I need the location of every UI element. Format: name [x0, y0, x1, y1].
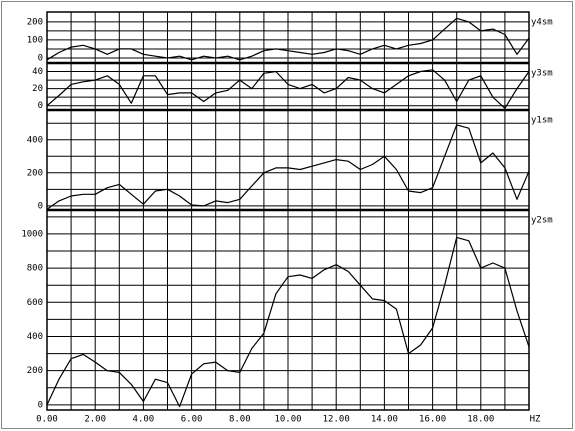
- y-tick-label: 400: [27, 135, 43, 145]
- series-line: [46, 69, 530, 109]
- y-tick-label: 800: [27, 264, 43, 274]
- y-tick-label: 0: [38, 201, 43, 211]
- y-tick-label: 100: [27, 35, 43, 45]
- plot-border: [46, 11, 530, 411]
- y-tick-label: 200: [27, 17, 43, 27]
- x-tick-label: 18.00: [467, 415, 494, 425]
- series-line: [46, 124, 530, 210]
- y-tick-label: 600: [27, 298, 43, 308]
- x-tick-label: 4.00: [133, 415, 155, 425]
- x-axis-label: HZ: [530, 415, 541, 425]
- x-tick-label: 12.00: [323, 415, 350, 425]
- x-tick-label: 10.00: [274, 415, 301, 425]
- y-tick-label: 1000: [21, 229, 43, 239]
- x-tick-label: 8.00: [229, 415, 251, 425]
- y-tick-label: 40: [32, 67, 43, 77]
- series-label: y1sm: [531, 116, 553, 126]
- y-tick-label: 200: [27, 168, 43, 178]
- y-tick-label: 0: [38, 101, 43, 111]
- y-tick-label: 0: [38, 400, 43, 410]
- y-tick-label: 0: [38, 53, 43, 63]
- y-tick-label: 20: [32, 84, 43, 94]
- x-tick-label: 14.00: [371, 415, 398, 425]
- y-tick-label: 200: [27, 366, 43, 376]
- x-tick-label: 6.00: [181, 415, 203, 425]
- series-label: y3sm: [531, 69, 553, 79]
- x-tick-label: 2.00: [84, 415, 106, 425]
- x-tick-label: 16.00: [419, 415, 446, 425]
- series-line: [46, 236, 530, 408]
- series-label: y4sm: [531, 18, 553, 28]
- series-line: [46, 17, 530, 61]
- y-tick-label: 400: [27, 332, 43, 342]
- series-label: y2sm: [531, 216, 553, 226]
- x-tick-label: 0.00: [36, 415, 58, 425]
